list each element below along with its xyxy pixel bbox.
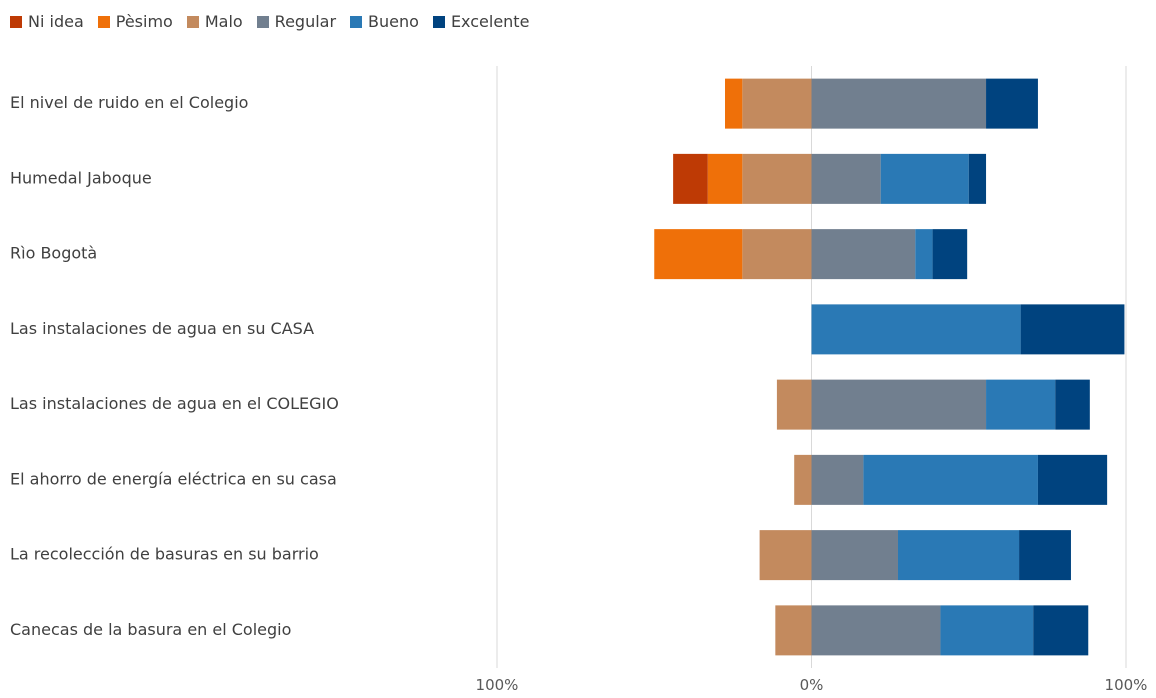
legend-item: Excelente <box>432 12 530 31</box>
legend-swatch <box>350 15 363 28</box>
legend-item: Regular <box>256 12 337 31</box>
bar-segment <box>776 379 812 430</box>
category-label: La recolección de basuras en su barrio <box>10 545 319 564</box>
legend-label: Ni idea <box>28 12 84 31</box>
bar-segment <box>932 229 968 280</box>
bar-segment <box>880 153 969 204</box>
bar-segment <box>673 153 708 204</box>
bar-segment <box>794 454 812 505</box>
bar-segment <box>742 78 812 129</box>
legend-item: Ni idea <box>10 12 84 31</box>
category-label: Rìo Bogotà <box>10 244 97 263</box>
bar-segment <box>940 605 1034 656</box>
bar-segment <box>897 530 1020 581</box>
legend-label: Pèsimo <box>115 12 173 31</box>
legend-label: Bueno <box>368 12 419 31</box>
bar-segment <box>707 153 743 204</box>
bar-segment <box>811 605 941 656</box>
bar-segment <box>654 229 743 280</box>
legend-item: Bueno <box>350 12 419 31</box>
bar-segment <box>759 530 812 581</box>
bar-segment <box>742 229 812 280</box>
bar-segment <box>986 379 1056 430</box>
x-tick-label: 0% <box>800 676 824 694</box>
legend-item: Pèsimo <box>97 12 173 31</box>
x-tick-label: 100% <box>1105 676 1148 694</box>
bar-segment <box>811 379 987 430</box>
legend-item: Malo <box>186 12 243 31</box>
category-label: Las instalaciones de agua en su CASA <box>10 319 314 338</box>
bar-segment <box>775 605 812 656</box>
legend-swatch <box>186 15 199 28</box>
bar-segment <box>1033 605 1089 656</box>
bar-segment <box>1055 379 1090 430</box>
chart-legend: Ni idea Pèsimo Malo Regular Bueno Excelente <box>10 12 543 31</box>
bar-segment <box>811 454 864 505</box>
bar-segment <box>915 229 933 280</box>
bar-segment <box>742 153 812 204</box>
bar-segment <box>811 78 987 129</box>
legend-label: Malo <box>204 12 243 31</box>
bar-segment <box>811 153 881 204</box>
legend-swatch <box>10 15 22 28</box>
category-label: Las instalaciones de agua en el COLEGIO <box>10 394 339 413</box>
legend-swatch <box>97 15 110 28</box>
legend-label: Regular <box>274 12 337 31</box>
category-label: Humedal Jaboque <box>10 168 152 187</box>
bar-segment <box>725 78 743 129</box>
bar-segment <box>811 530 898 581</box>
bar-segment <box>986 78 1038 129</box>
bar-segment <box>1037 454 1108 505</box>
bar-segment <box>811 229 916 280</box>
bar-segment <box>1019 530 1071 581</box>
x-tick-label: 100% <box>476 676 519 694</box>
legend-swatch <box>432 15 445 28</box>
category-label: El nivel de ruido en el Colegio <box>10 93 248 112</box>
bar-segment <box>1020 304 1125 355</box>
bar-segment <box>968 153 987 204</box>
legend-label: Excelente <box>450 12 530 31</box>
category-label: El ahorro de energía eléctrica en su cas… <box>10 469 337 488</box>
bar-segment <box>811 304 1021 355</box>
category-label: Canecas de la basura en el Colegio <box>10 620 291 639</box>
bar-segment <box>863 454 1038 505</box>
legend-swatch <box>256 15 269 28</box>
